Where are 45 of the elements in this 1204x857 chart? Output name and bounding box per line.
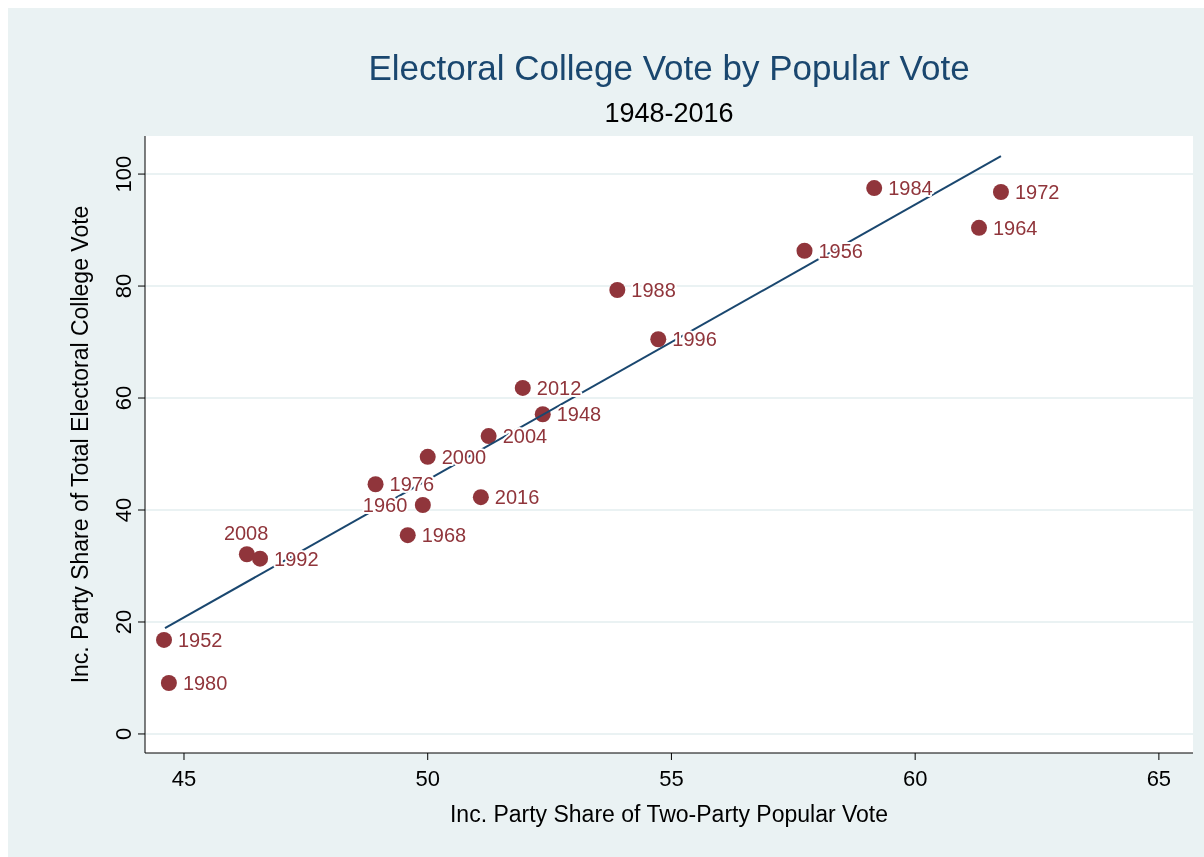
annotation: 1980: [182, 672, 228, 695]
y-tick-label: 40: [111, 497, 136, 523]
point: [399, 527, 416, 544]
point: [866, 180, 883, 197]
point: [252, 550, 269, 567]
y-tick-label: 0: [111, 727, 136, 741]
annotation: 1996: [672, 328, 717, 351]
annotation: 2008: [223, 522, 269, 545]
y-axis-title: Inc. Party Share of Total Electoral College Vote: [67, 205, 93, 684]
annotation: 1948: [556, 403, 602, 426]
point: [367, 476, 384, 493]
x-tick-label: 60: [902, 766, 928, 791]
annotation: 1984: [888, 177, 933, 200]
point: [414, 496, 431, 513]
point: [971, 219, 988, 236]
annotation: 1972: [1014, 180, 1060, 203]
x-tick-label: 55: [659, 766, 684, 791]
point: [156, 631, 173, 648]
annotation: 1964: [993, 216, 1038, 239]
x-tick-label: 50: [415, 766, 440, 791]
y-tick-label: 100: [111, 155, 136, 193]
x-tick-label: 65: [1146, 766, 1172, 791]
point: [419, 448, 436, 465]
y-tick-label: 80: [111, 273, 136, 299]
annotation: 1952: [178, 628, 223, 651]
annotation: 2012: [536, 376, 582, 399]
point: [992, 183, 1009, 200]
point: [514, 379, 531, 396]
chart-title: Electoral College Vote by Popular Vote: [368, 48, 970, 87]
y-tick-label: 60: [111, 385, 136, 411]
point: [609, 281, 626, 298]
point: [796, 242, 813, 259]
annotation: 1988: [631, 278, 676, 301]
chart-subtitle: 1948-2016: [604, 98, 734, 128]
point: [160, 675, 177, 692]
point: [238, 546, 255, 563]
x-tick-label: 45: [171, 766, 197, 791]
annotation: 2016: [494, 486, 540, 509]
point: [472, 489, 489, 506]
annotation: 1968: [421, 524, 467, 547]
point: [650, 331, 667, 348]
x-axis-title: Inc. Party Share of Two-Party Popular Vote: [449, 801, 889, 827]
y-tick-label: 20: [111, 609, 136, 635]
annotation: 2004: [502, 425, 548, 448]
point: [480, 428, 497, 445]
